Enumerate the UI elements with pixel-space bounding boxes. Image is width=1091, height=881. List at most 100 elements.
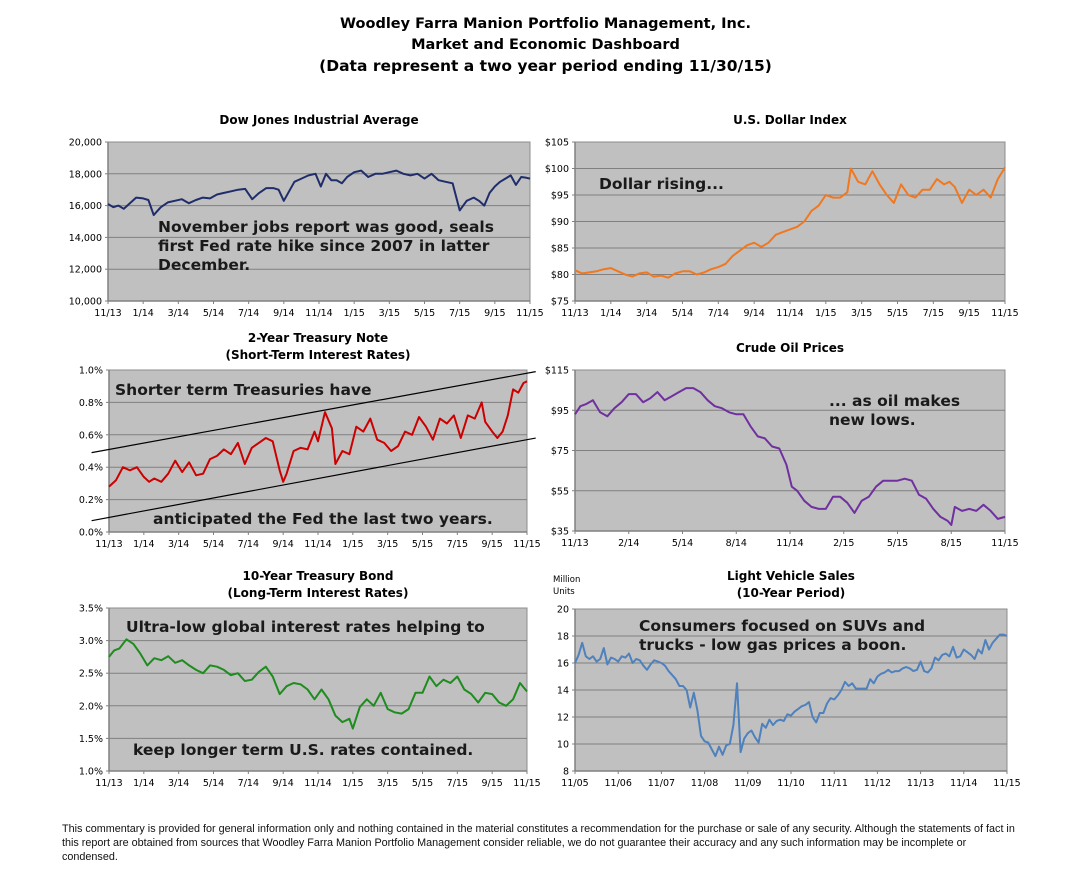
x-tick-label: 7/15 [449,308,470,319]
x-tick-label: 11/15 [991,538,1018,549]
y-tick-label: 16,000 [69,201,102,212]
y-tick-label: 20,000 [69,138,102,149]
y-tick-label: 18 [557,632,569,643]
x-tick-label: 7/15 [923,308,944,319]
x-tick-label: 5/15 [412,539,433,550]
series-line-dollar [574,166,1006,279]
x-tick-label: 11/13 [95,539,122,550]
y-tick-label: $85 [551,244,569,255]
x-tick-label: 9/14 [273,308,294,319]
x-tick-label: 1/15 [343,308,364,319]
report-subtitle: Market and Economic Dashboard [411,37,680,53]
x-tick-label: 8/15 [941,538,962,549]
y-tick-label: 12,000 [69,265,102,276]
y-tick-label: 0.0% [79,528,103,539]
x-tick-label: 3/14 [168,308,189,319]
chart-title: Dow Jones Industrial Average [219,113,418,127]
x-tick-label: 11/14 [950,778,977,789]
x-tick-label: 11/15 [993,778,1020,789]
x-tick-label: 11/14 [305,308,332,319]
chart-title: Crude Oil Prices [736,341,844,355]
chart-title: U.S. Dollar Index [733,113,847,127]
x-tick-label: 1/14 [600,308,621,319]
x-tick-label: 11/13 [94,308,121,319]
x-tick-label: 5/15 [887,308,908,319]
chart-annotation: Consumers focused on SUVs and [639,617,925,635]
y-tick-label: 1.5% [79,734,103,745]
x-tick-label: 7/14 [238,308,259,319]
x-tick-label: 2/14 [618,538,639,549]
x-tick-label: 7/14 [238,778,259,789]
x-tick-label: 3/15 [377,539,398,550]
y-tick-label: $90 [551,217,569,228]
x-tick-label: 9/15 [958,308,979,319]
x-tick-label: 11/06 [605,778,632,789]
x-tick-label: 7/14 [238,539,259,550]
series-line-vehicles [574,633,1008,758]
y-tick-label: 10,000 [69,297,102,308]
y-tick-label: 14 [557,686,569,697]
series-line-ten_year [108,638,528,730]
x-tick-label: 11/13 [561,308,588,319]
series-line-dow [107,169,531,217]
y-tick-label: 16 [557,659,569,670]
x-tick-label: 3/14 [636,308,657,319]
x-tick-label: 5/14 [672,308,693,319]
chart-subtitle: (Long-Term Interest Rates) [228,586,409,600]
y-tick-label: 10 [557,740,569,751]
chart-annotation: first Fed rate hike since 2007 in latter [158,237,490,255]
x-tick-label: 3/15 [851,308,872,319]
x-tick-label: 1/14 [133,778,154,789]
y-tick-label: 1.0% [79,366,103,377]
chart-annotation: anticipated the Fed the last two years. [153,510,493,528]
x-tick-label: 11/05 [561,778,588,789]
x-tick-label: 11/10 [777,778,804,789]
y-tick-label: 0.4% [79,463,103,474]
y-tick-label: 3.0% [79,636,103,647]
x-tick-label: 5/14 [203,308,224,319]
y-tick-label: 0.6% [79,430,103,441]
y-tick-label: 18,000 [69,169,102,180]
x-tick-label: 3/15 [377,778,398,789]
chart-annotation: keep longer term U.S. rates contained. [133,741,473,759]
x-tick-label: 5/15 [414,308,435,319]
plot-area [107,141,531,302]
series-line-oil [574,387,1006,526]
x-tick-label: 11/15 [516,308,543,319]
y-tick-label: $100 [545,164,569,175]
y-axis-label: Million Units [553,575,580,597]
chart-title: 10-Year Treasury Bond [243,569,394,583]
x-tick-label: 9/15 [481,539,502,550]
x-tick-label: 2/15 [833,538,854,549]
chart-title: 2-Year Treasury Note [248,331,388,345]
x-tick-label: 11/14 [776,308,803,319]
x-tick-label: 11/14 [776,538,803,549]
x-tick-label: 5/14 [203,778,224,789]
y-tick-label: $95 [551,406,569,417]
x-tick-label: 5/15 [412,778,433,789]
y-tick-label: $115 [545,366,569,377]
y-tick-label: 12 [557,713,569,724]
x-tick-label: 1/15 [342,778,363,789]
x-tick-label: 9/14 [272,539,293,550]
x-tick-label: 11/15 [513,539,540,550]
x-tick-label: 11/12 [864,778,891,789]
x-tick-label: 7/14 [708,308,729,319]
y-tick-label: 2.0% [79,701,103,712]
x-tick-label: 11/11 [821,778,848,789]
y-tick-label: $55 [551,486,569,497]
x-tick-label: 1/14 [133,539,154,550]
chart-subtitle: (10-Year Period) [737,586,846,600]
x-tick-label: 3/14 [168,539,189,550]
y-tick-label: $35 [551,527,569,538]
disclaimer-text: This commentary is provided for general … [62,823,1015,863]
x-tick-label: 11/09 [734,778,761,789]
y-tick-label: $80 [551,270,569,281]
series-line-two_year [108,380,528,488]
x-tick-label: 1/15 [815,308,836,319]
x-tick-label: 7/15 [447,539,468,550]
y-tick-label: 8 [563,767,569,778]
